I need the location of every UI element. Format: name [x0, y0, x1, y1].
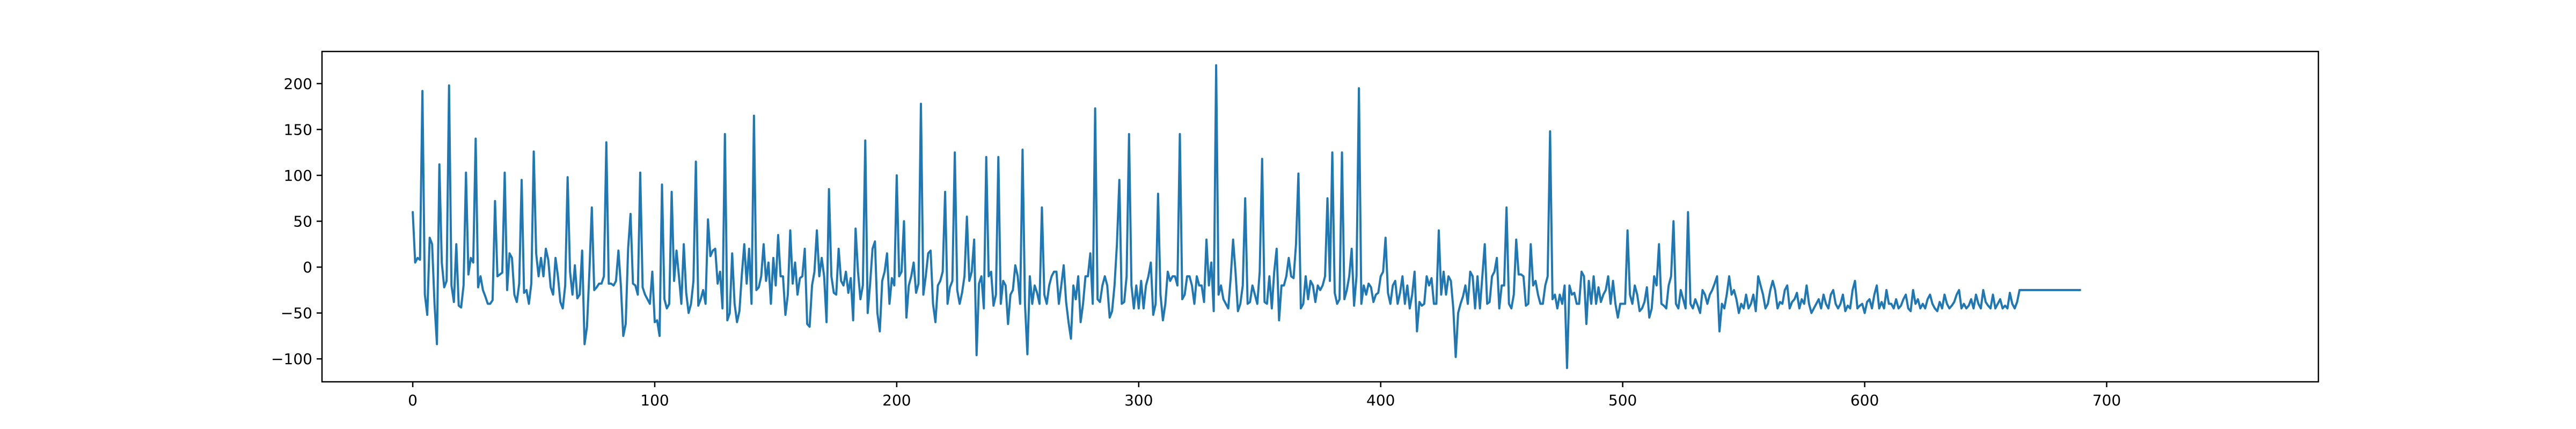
x-tick-label: 700 [2092, 391, 2121, 409]
axes-frame [321, 50, 2319, 383]
y-tick-label: 50 [293, 213, 312, 231]
y-tick-label: −50 [281, 305, 312, 322]
y-tick-label: 150 [284, 121, 312, 138]
x-tick-label: 0 [408, 391, 418, 409]
x-tick-label: 300 [1124, 391, 1153, 409]
series-layer [412, 64, 2081, 369]
series-line-signal [412, 64, 2081, 369]
y-tick-label: 200 [284, 75, 312, 93]
x-tick-label: 600 [1850, 391, 1879, 409]
x-tick-label: 400 [1366, 391, 1395, 409]
x-tick-label: 100 [640, 391, 669, 409]
y-tick-label: −100 [271, 350, 312, 368]
x-tick-label: 200 [882, 391, 911, 409]
y-tick-label: 0 [303, 258, 312, 276]
y-axis: −100 −50 0 50 100 150 200 [271, 75, 322, 368]
y-tick-label: 100 [284, 167, 312, 184]
x-tick-label: 500 [1608, 391, 1637, 409]
x-axis: 0 100 200 300 400 500 600 700 [408, 382, 2121, 409]
